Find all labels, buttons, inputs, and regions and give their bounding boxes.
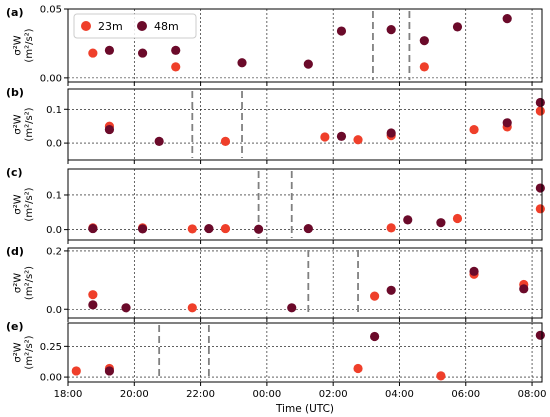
legend-box	[73, 13, 197, 39]
point-48m	[104, 124, 115, 135]
point-48m	[535, 183, 545, 193]
point-48m	[519, 284, 529, 294]
point-48m	[104, 45, 115, 55]
point-48m	[535, 330, 545, 340]
point-48m	[154, 136, 164, 147]
y-tick-label: 0.1	[46, 105, 62, 116]
axes-frame	[67, 8, 543, 83]
point-23m	[320, 132, 330, 142]
y-tick-label: 0.2	[46, 246, 62, 257]
legend-marker-23m	[81, 21, 91, 31]
point-48m	[88, 223, 98, 234]
legend-marker-48m	[137, 21, 147, 31]
point-48m	[237, 58, 247, 68]
panel-label: (b)	[6, 86, 24, 99]
x-tick-label: 04:00	[385, 389, 414, 400]
point-23m	[187, 224, 197, 234]
point-48m	[386, 25, 396, 35]
point-23m	[353, 363, 363, 374]
point-23m	[71, 366, 81, 376]
y-tick-label: 0.05	[40, 5, 62, 16]
panel-e: 0.00 0.25 (e) σ²W(m²/s²)	[6, 320, 545, 386]
point-23m	[88, 48, 98, 58]
point-48m	[171, 45, 181, 55]
point-23m	[452, 213, 463, 224]
point-23m	[220, 136, 231, 147]
point-48m	[419, 36, 429, 46]
point-48m	[104, 366, 115, 376]
point-48m	[88, 300, 98, 310]
point-48m	[303, 59, 313, 69]
x-tick-label: 20:00	[120, 389, 149, 400]
y-tick-label: 0.00	[40, 373, 62, 384]
x-axis-label: Time (UTC)	[275, 403, 334, 415]
y-axis-label: σ²W(m²/s²)	[13, 335, 36, 369]
point-48m	[386, 128, 396, 138]
point-48m	[287, 303, 297, 313]
panel-label: (a)	[6, 6, 23, 19]
x-tick-label: 06:00	[451, 389, 480, 400]
y-axis-label: σ²W(m²/s²)	[13, 28, 36, 62]
y-axis-label: σ²W(m²/s²)	[13, 107, 36, 141]
panel-label: (d)	[6, 245, 24, 258]
x-tick-label: 00:00	[252, 389, 281, 400]
axes-frame	[67, 247, 543, 319]
panel-label: (c)	[6, 166, 23, 179]
point-48m	[303, 223, 313, 234]
point-23m	[171, 62, 181, 72]
y-tick-label: 0.0	[46, 139, 62, 150]
legend-label-23m: 23m	[98, 20, 123, 33]
x-tick-label: 22:00	[186, 389, 215, 400]
point-23m	[535, 106, 545, 116]
point-48m	[204, 223, 214, 234]
point-23m	[386, 223, 396, 233]
point-48m	[469, 266, 479, 276]
y-tick-label: 0.0	[46, 305, 62, 316]
y-axis-label: σ²W(m²/s²)	[13, 187, 36, 221]
point-23m	[187, 303, 197, 313]
panel-c: 0.0 0.1 (c) σ²W(m²/s²)	[6, 166, 545, 244]
x-tick-label: 08:00	[518, 389, 547, 400]
point-48m	[535, 97, 545, 108]
legend: 23m 48m	[73, 13, 197, 39]
legend-label-48m: 48m	[154, 20, 179, 33]
y-tick-label: 0.0	[46, 225, 62, 236]
point-23m	[436, 371, 446, 381]
point-23m	[535, 204, 545, 214]
point-48m	[137, 224, 148, 234]
axes-frame	[67, 88, 543, 161]
point-48m	[253, 224, 264, 234]
point-48m	[403, 215, 413, 225]
point-23m	[370, 291, 380, 301]
y-axis-label: σ²W(m²/s²)	[13, 266, 36, 300]
y-tick-label: 0.25	[40, 342, 62, 353]
point-48m	[121, 303, 131, 313]
point-48m	[502, 118, 512, 128]
axes-frame	[67, 168, 543, 241]
panel-d: 0.0 0.2 (d) σ²W(m²/s²)	[6, 245, 543, 322]
point-48m	[336, 26, 347, 36]
panel-b: 0.0 0.1 (b) σ²W(m²/s²)	[6, 86, 545, 164]
y-tick-label: 0.00	[40, 73, 62, 84]
x-tick-label: 18:00	[54, 389, 83, 400]
point-48m	[336, 131, 347, 141]
panel-a: 0.00 0.05 (a) σ²W(m²/s²)	[6, 5, 543, 86]
x-tick-label: 02:00	[319, 389, 348, 400]
axes-frame	[67, 322, 543, 383]
point-23m	[88, 290, 98, 300]
point-23m	[353, 135, 363, 145]
point-23m	[469, 124, 479, 135]
y-tick-label: 0.1	[46, 190, 62, 201]
point-48m	[452, 22, 463, 32]
point-48m	[502, 14, 512, 24]
point-23m	[419, 62, 429, 72]
point-48m	[137, 48, 148, 58]
point-48m	[436, 218, 446, 228]
point-23m	[220, 223, 231, 234]
panel-label: (e)	[6, 320, 24, 333]
point-48m	[386, 285, 396, 295]
point-48m	[370, 331, 380, 342]
